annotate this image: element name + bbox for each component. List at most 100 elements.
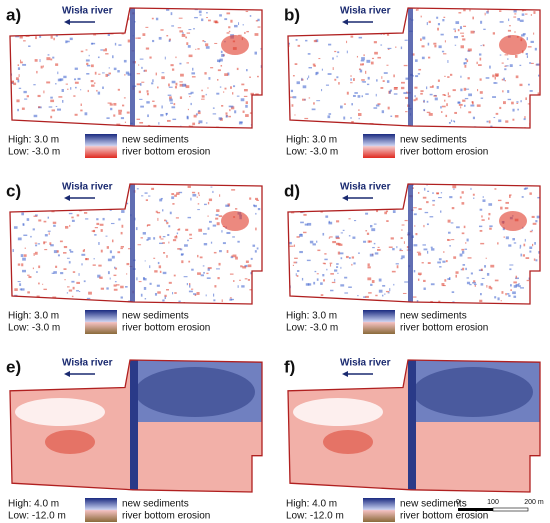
speck bbox=[454, 30, 456, 33]
speck bbox=[373, 223, 377, 225]
speck bbox=[365, 70, 367, 74]
speck bbox=[64, 16, 66, 19]
speck bbox=[66, 292, 69, 294]
speck bbox=[454, 111, 458, 114]
speck bbox=[504, 80, 506, 82]
speck bbox=[484, 265, 487, 268]
speck bbox=[346, 50, 348, 54]
river-label: Wisła river bbox=[340, 182, 391, 193]
speck bbox=[353, 78, 355, 81]
speck bbox=[390, 115, 393, 117]
speck bbox=[457, 29, 460, 32]
speck bbox=[38, 265, 41, 269]
speck bbox=[370, 201, 374, 204]
speck bbox=[16, 302, 20, 304]
speck bbox=[310, 206, 313, 208]
speck bbox=[405, 111, 408, 113]
speck bbox=[191, 76, 196, 78]
speck bbox=[422, 196, 427, 199]
speck bbox=[396, 246, 398, 249]
speck bbox=[462, 38, 466, 41]
speck bbox=[194, 294, 197, 296]
speck bbox=[176, 232, 179, 235]
speck bbox=[466, 238, 469, 242]
speck bbox=[421, 45, 425, 48]
speck bbox=[249, 197, 252, 200]
scale-label: 200 m bbox=[524, 499, 544, 506]
speck bbox=[504, 207, 509, 210]
speck bbox=[426, 201, 429, 204]
speck bbox=[497, 242, 499, 245]
speck bbox=[101, 17, 105, 20]
speck bbox=[461, 248, 465, 251]
speck bbox=[132, 127, 135, 128]
speck bbox=[21, 107, 25, 110]
speck bbox=[493, 116, 496, 119]
speck bbox=[186, 283, 188, 286]
speck bbox=[339, 252, 344, 255]
speck bbox=[400, 192, 402, 194]
speck bbox=[189, 283, 191, 286]
speck bbox=[376, 248, 381, 251]
speck bbox=[160, 238, 164, 240]
speck bbox=[366, 232, 370, 235]
speck bbox=[158, 36, 162, 40]
speck bbox=[69, 37, 73, 41]
speck bbox=[492, 32, 496, 35]
speck bbox=[434, 44, 437, 48]
speck bbox=[304, 117, 309, 120]
legend-high: High: 3.0 m bbox=[286, 311, 337, 322]
speck bbox=[541, 223, 542, 224]
speck bbox=[349, 199, 353, 202]
speck bbox=[170, 12, 173, 16]
speck bbox=[260, 105, 262, 108]
speck bbox=[354, 92, 358, 94]
speck bbox=[467, 257, 472, 259]
speck bbox=[320, 18, 324, 21]
speck bbox=[246, 69, 248, 72]
speck bbox=[509, 195, 511, 198]
map-outline bbox=[287, 183, 541, 305]
speck bbox=[164, 56, 166, 60]
speck bbox=[392, 248, 395, 251]
speck bbox=[519, 244, 522, 248]
speck bbox=[226, 231, 231, 235]
speck bbox=[455, 271, 459, 274]
speck bbox=[295, 39, 298, 41]
speck bbox=[366, 25, 368, 28]
speck bbox=[299, 233, 303, 237]
speck bbox=[459, 26, 463, 30]
speck bbox=[98, 264, 102, 267]
speck bbox=[185, 36, 188, 39]
speck bbox=[293, 299, 296, 301]
speck bbox=[466, 277, 470, 279]
speck bbox=[351, 103, 353, 106]
speck bbox=[423, 248, 428, 251]
speck bbox=[363, 54, 365, 57]
speck bbox=[344, 292, 349, 294]
speck bbox=[105, 24, 107, 27]
speck bbox=[289, 96, 294, 98]
speck bbox=[301, 77, 303, 81]
speck bbox=[473, 197, 475, 199]
speck bbox=[438, 45, 442, 49]
speck bbox=[455, 274, 457, 278]
speck bbox=[350, 35, 354, 38]
speck bbox=[487, 9, 489, 13]
speck bbox=[178, 300, 181, 302]
speck bbox=[123, 97, 126, 99]
speck bbox=[43, 90, 45, 94]
speck bbox=[469, 283, 472, 286]
speck bbox=[336, 55, 338, 58]
speck bbox=[419, 273, 421, 276]
speck bbox=[430, 246, 433, 249]
speck bbox=[401, 190, 406, 193]
speck bbox=[204, 41, 206, 43]
speck bbox=[12, 249, 14, 252]
speck bbox=[174, 194, 177, 197]
speck bbox=[208, 198, 213, 202]
speck bbox=[22, 257, 26, 261]
map-fill bbox=[10, 8, 262, 128]
speck bbox=[229, 297, 232, 299]
speck bbox=[124, 121, 127, 123]
